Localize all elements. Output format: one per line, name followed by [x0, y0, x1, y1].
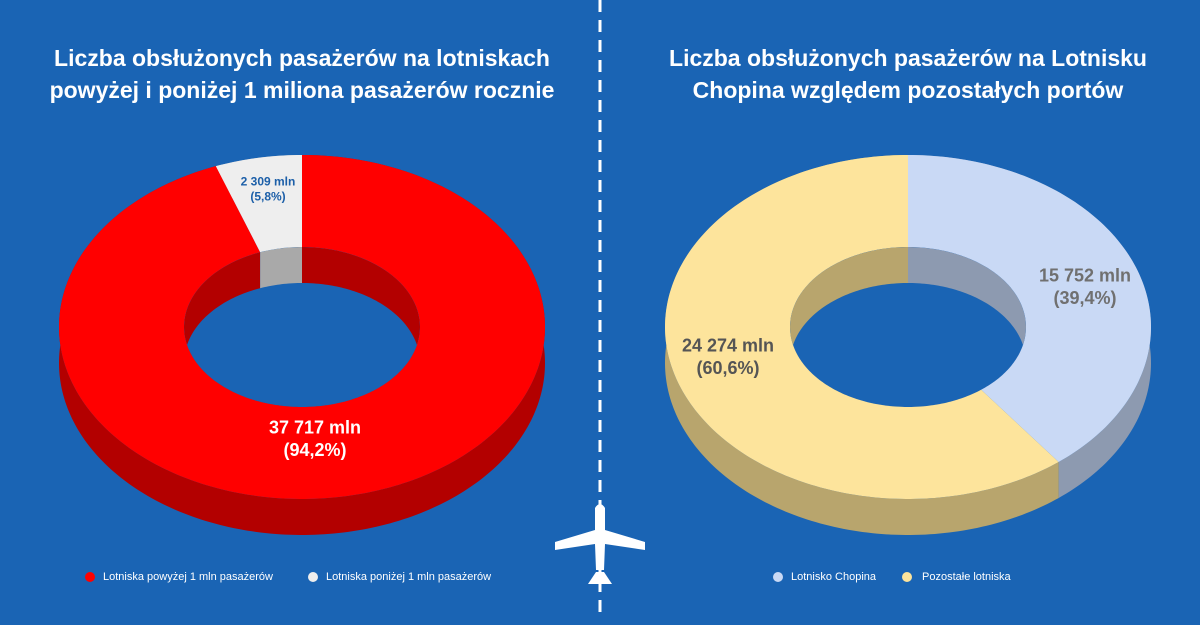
inner-wall — [260, 247, 302, 289]
value-label: 37 717 mln — [269, 418, 361, 438]
percent-label: (60,6%) — [696, 358, 759, 378]
value-label: 15 752 mln — [1039, 266, 1131, 286]
inner-walls — [184, 247, 420, 407]
legend-label: Pozostałe lotniska — [922, 571, 1012, 583]
plane-icon — [555, 504, 645, 584]
outer-wall — [665, 155, 1059, 535]
legend-label: Lotniska poniżej 1 mln pasażerów — [326, 571, 491, 583]
chart-title: Liczba obsłużonych pasażerów na Lotnisku — [669, 45, 1147, 71]
donut-segment — [908, 155, 1151, 462]
chart-title: Liczba obsłużonych pasażerów na lotniska… — [54, 45, 550, 71]
percent-label: (94,2%) — [283, 440, 346, 460]
value-label: 2 309 mln — [241, 175, 296, 189]
legend-marker — [308, 572, 318, 582]
percent-label: (39,4%) — [1053, 288, 1116, 308]
value-label: 24 274 mln — [682, 336, 774, 356]
donut-segment — [59, 155, 545, 499]
chart-title: powyżej i poniżej 1 miliona pasażerów ro… — [50, 77, 555, 103]
legend-label: Lotniska powyżej 1 mln pasażerów — [103, 571, 273, 583]
chart-title: Chopina względem pozostałych portów — [693, 77, 1124, 103]
legend-label: Lotnisko Chopina — [791, 571, 877, 583]
donut-segment — [665, 155, 1059, 499]
donut-segment — [215, 155, 302, 253]
legend-marker — [773, 572, 783, 582]
legend-marker — [85, 572, 95, 582]
legend-marker — [902, 572, 912, 582]
percent-label: (5,8%) — [250, 190, 285, 204]
